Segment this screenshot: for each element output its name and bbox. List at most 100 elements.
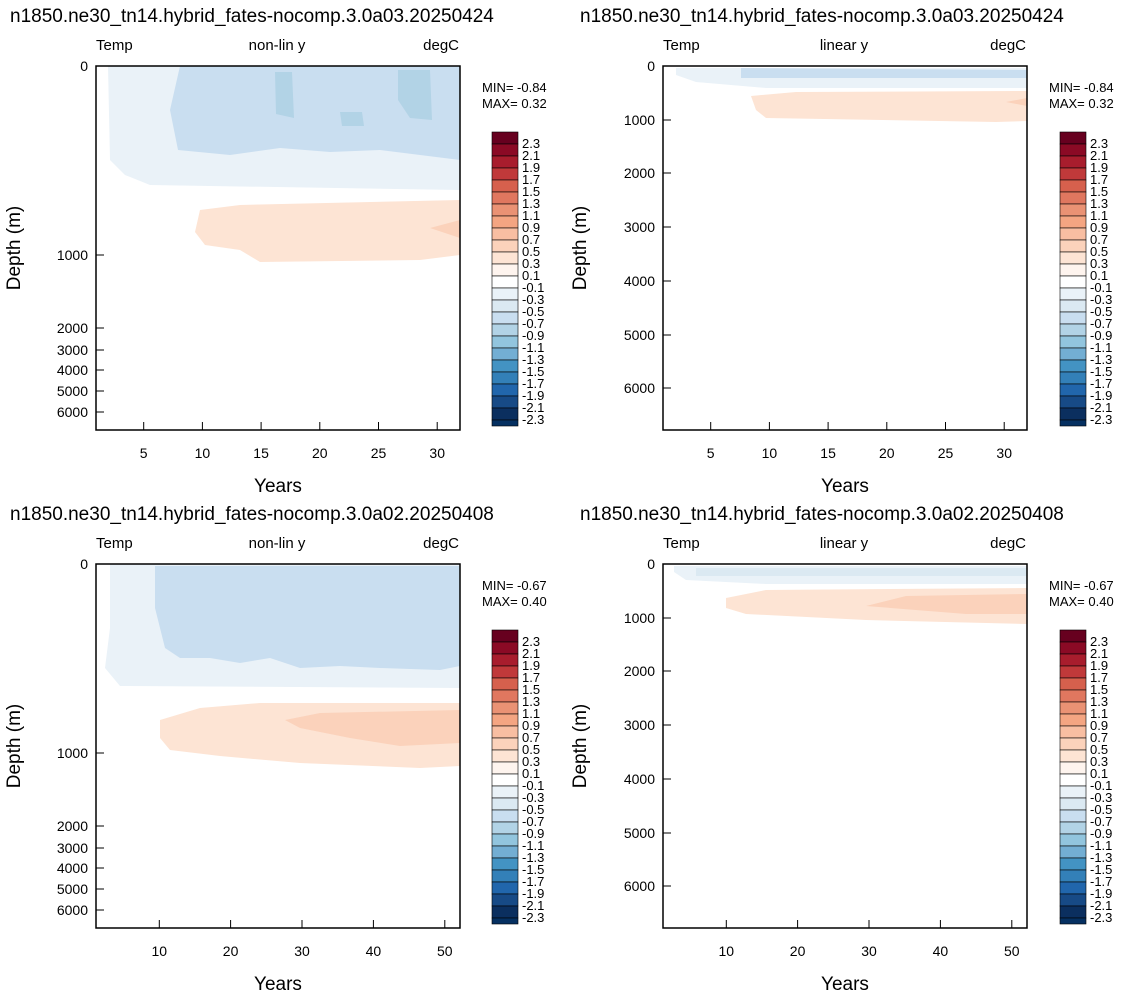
colorbar-swatch [491,821,519,835]
x-axis-label: Years [821,974,869,995]
colorbar-swatch [491,275,519,289]
colorbar-label: 1.1 [522,706,540,721]
colorbar-swatch [1059,653,1087,667]
colorbar-swatch [1059,821,1087,835]
colorbar-label: 1.9 [522,658,540,673]
colorbar-label: -2.3 [522,412,544,427]
colorbar-swatch [491,809,519,823]
colorbar-swatch [1059,287,1087,301]
plot-frame [662,563,1028,929]
y-tick-label: 5000 [624,825,655,841]
plot-frame [95,563,461,929]
colorbar-label: -1.7 [1090,376,1112,391]
x-tick-label: 20 [879,445,895,461]
colorbar-label: -1.7 [522,376,544,391]
colorbar-label: 1.7 [1090,670,1108,685]
colorbar-label: 0.1 [1090,766,1108,781]
colorbar-label: -0.7 [1090,814,1112,829]
y-tick-label: 0 [80,556,88,572]
colorbar-label: 0.1 [522,268,540,283]
colorbar-label: -0.1 [1090,778,1112,793]
subtitle-scale: linear y [820,37,869,54]
colorbar-label: 1.5 [1090,184,1108,199]
y-tick-label: 4000 [57,362,88,378]
colorbar-swatch [491,227,519,241]
x-tick-label: 20 [223,943,239,959]
plot-area [108,66,460,262]
colorbar-swatch [491,845,519,859]
contour-band-negative-strong [275,72,294,118]
colorbar-label: -2.1 [1090,898,1112,913]
colorbar-swatch [1059,713,1087,727]
y-tick-label: 1000 [624,112,655,128]
colorbar-label: -0.5 [522,304,544,319]
max-label: MAX= 0.40 [1049,594,1114,609]
x-tick-label: 5 [707,445,715,461]
colorbar-swatch [491,701,519,715]
x-tick-label: 30 [861,943,877,959]
colorbar-swatch [491,797,519,811]
x-tick-label: 50 [437,943,453,959]
y-axis: 0 1000 2000 3000 4000 5000 6000 Depth (m… [4,58,104,420]
colorbar-label: -1.9 [1090,886,1112,901]
colorbar-label: 0.7 [1090,232,1108,247]
y-tick-label: 6000 [57,404,88,420]
colorbar-label: 0.3 [1090,256,1108,271]
colorbar-label: -0.9 [1090,328,1112,343]
colorbar-swatch [1059,251,1087,265]
colorbar-label: 1.9 [1090,160,1108,175]
panel-4: n1850.ne30_tn14.hybrid_fates-nocomp.3.0a… [566,498,1132,996]
chart-title: n1850.ne30_tn14.hybrid_fates-nocomp.3.0a… [10,6,494,27]
colorbar-swatch [491,737,519,751]
colorbar-label: 0.3 [522,754,540,769]
colorbar-label: 2.3 [1090,136,1108,151]
colorbar-label: -2.3 [1090,910,1112,925]
colorbar-label: -0.1 [522,778,544,793]
colorbar-label: 1.1 [522,208,540,223]
x-tick-label: 15 [253,445,269,461]
y-axis: 0 1000 2000 3000 4000 5000 6000 Depth (m… [570,556,671,894]
colorbar-label: -2.3 [1090,412,1112,427]
colorbar-swatch [491,773,519,787]
x-tick-label: 40 [933,943,949,959]
y-axis-label: Depth (m) [570,704,591,788]
subtitle-units: degC [423,535,459,552]
min-label: MIN= -0.84 [1049,80,1114,95]
colorbar-label: 1.7 [522,172,540,187]
colorbar-swatch [491,761,519,775]
subtitle-units: degC [990,37,1026,54]
colorbar-swatch [491,287,519,301]
plot-area [676,68,1027,122]
colorbar-swatch [1059,215,1087,229]
max-label: MAX= 0.32 [1049,96,1114,111]
colorbar-label: -0.9 [522,328,544,343]
colorbar-label: -0.1 [522,280,544,295]
colorbar-label: 1.9 [522,160,540,175]
colorbar-swatch [1059,785,1087,799]
colorbar-swatch [491,299,519,313]
colorbar-swatch [491,167,519,181]
colorbar-label: 0.7 [522,730,540,745]
subtitle-units: degC [423,37,459,54]
colorbar-label: 0.9 [522,220,540,235]
contour-band-positive-weak [751,91,1027,122]
x-tick-label: 25 [938,445,954,461]
colorbar-swatch [491,263,519,277]
y-axis: 0 1000 2000 3000 4000 5000 6000 Depth (m… [570,58,671,396]
y-tick-label: 4000 [57,860,88,876]
x-axis-label: Years [254,476,302,497]
colorbar-swatch [491,347,519,361]
colorbar-label: -0.1 [1090,280,1112,295]
colorbar-label: -0.7 [522,316,544,331]
colorbar-label: -1.1 [522,340,544,355]
colorbar-swatch [491,251,519,265]
colorbar-swatch [1059,143,1087,157]
y-tick-label: 3000 [624,717,655,733]
colorbar-label: -1.7 [1090,874,1112,889]
subtitle-variable: Temp [96,535,133,552]
colorbar: 2.3 2.1 1.9 1.7 1.5 1.3 1.1 0.9 0.7 0.5 … [1059,629,1112,925]
colorbar-label: -0.3 [522,790,544,805]
colorbar-label: 2.3 [522,136,540,151]
colorbar-swatch [491,857,519,871]
plot-area [105,564,460,768]
